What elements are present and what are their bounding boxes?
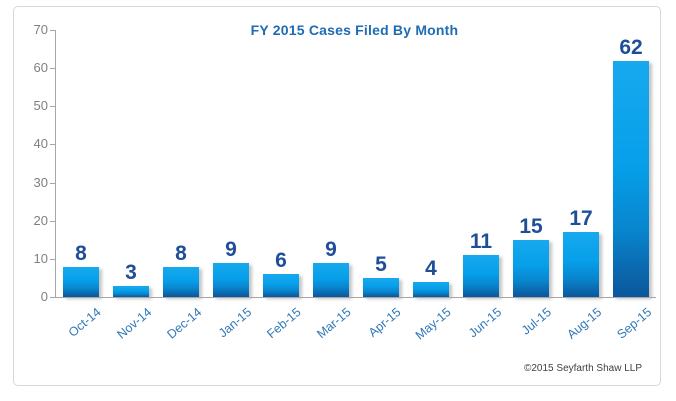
y-tick-mark-60: [50, 68, 55, 70]
y-tick-label-60: 60: [33, 60, 48, 76]
bar-slot-nov-14: 3: [106, 30, 156, 297]
bar-feb-15: [263, 274, 299, 297]
y-tick-mark-20: [50, 220, 55, 222]
y-tick-label-0: 0: [40, 289, 48, 304]
x-label-slot-dec-14: Dec-14: [156, 299, 206, 371]
bar-jun-15: [463, 255, 499, 297]
bar-value-label-jun-15: 11: [469, 230, 493, 254]
y-tick-mark-0: [50, 297, 55, 298]
bar-may-15: [413, 281, 449, 297]
chart-title: FY 2015 Cases Filed By Month: [250, 22, 459, 38]
bar-slot-feb-15: 6: [256, 30, 306, 297]
bar-sep-15: [613, 60, 649, 297]
x-tick-label-apr-15: Apr-15: [366, 305, 404, 340]
x-tick-label-sep-15: Sep-15: [614, 305, 654, 342]
x-label-slot-may-15: May-15: [406, 299, 456, 371]
y-tick-label-20: 20: [33, 212, 48, 228]
y-tick-mark-70: [50, 30, 55, 31]
x-tick-label-jan-15: Jan-15: [215, 305, 254, 341]
x-label-slot-sep-15: Sep-15: [606, 299, 656, 371]
x-label-slot-nov-14: Nov-14: [106, 299, 156, 371]
x-label-slot-jun-15: Jun-15: [456, 299, 506, 371]
y-tick-mark-50: [50, 106, 55, 108]
x-label-slot-feb-15: Feb-15: [256, 299, 306, 371]
y-tick-mark-40: [50, 144, 55, 146]
x-tick-label-mar-15: Mar-15: [314, 305, 354, 342]
y-tick-mark-10: [50, 258, 55, 260]
bar-slot-aug-15: 17: [556, 30, 606, 297]
bar-value-label-dec-14: 8: [175, 241, 187, 265]
bar-value-label-sep-15: 62: [619, 35, 643, 59]
x-label-slot-aug-15: Aug-15: [556, 299, 606, 371]
y-tick-label-40: 40: [33, 136, 48, 152]
copyright-text: ©2015 Seyfarth Shaw LLP: [524, 363, 642, 374]
x-label-slot-oct-14: Oct-14: [56, 299, 106, 371]
x-label-slot-apr-15: Apr-15: [356, 299, 406, 371]
y-axis-line: [55, 30, 56, 297]
x-label-slot-jul-15: Jul-15: [506, 299, 556, 371]
bar-slot-jun-15: 11: [456, 30, 506, 297]
bar-slot-may-15: 4: [406, 30, 456, 297]
y-tick-mark-30: [50, 182, 55, 184]
y-tick-label-70: 70: [33, 22, 48, 37]
bar-slot-sep-15: 62: [606, 30, 656, 297]
bar-slot-dec-14: 8: [156, 30, 206, 297]
bar-slot-mar-15: 9: [306, 30, 356, 297]
x-tick-label-jun-15: Jun-15: [465, 305, 504, 341]
bar-slot-jul-15: 15: [506, 30, 556, 297]
x-tick-label-dec-14: Dec-14: [164, 305, 204, 342]
x-label-slot-jan-15: Jan-15: [206, 299, 256, 371]
bar-dec-14: [163, 266, 199, 297]
bar-value-label-jul-15: 15: [519, 214, 543, 238]
bar-value-label-aug-15: 17: [569, 207, 593, 231]
bar-slot-jan-15: 9: [206, 30, 256, 297]
y-tick-label-10: 10: [33, 250, 48, 266]
bar-value-label-jan-15: 9: [225, 237, 237, 261]
bar-value-label-nov-14: 3: [125, 260, 137, 284]
bar-nov-14: [113, 285, 149, 297]
x-tick-label-jul-15: Jul-15: [518, 305, 554, 338]
x-tick-label-feb-15: Feb-15: [264, 305, 304, 342]
bar-value-label-feb-15: 6: [275, 249, 287, 273]
bar-slot-apr-15: 5: [356, 30, 406, 297]
bar-value-label-may-15: 4: [425, 256, 437, 280]
bar-mar-15: [313, 262, 349, 297]
bar-value-label-oct-14: 8: [75, 241, 87, 265]
bar-jan-15: [213, 262, 249, 297]
x-tick-label-may-15: May-15: [413, 305, 454, 343]
bar-jul-15: [513, 239, 549, 297]
x-axis-labels: Oct-14 Nov-14 Dec-14 Jan-15 Feb-15 Mar-15 Apr-…: [56, 299, 656, 371]
bar-slot-oct-14: 8: [56, 30, 106, 297]
bar-aug-15: [563, 232, 599, 297]
x-tick-label-oct-14: Oct-14: [66, 305, 104, 340]
bar-value-label-apr-15: 5: [375, 252, 387, 276]
bar-value-label-mar-15: 9: [325, 237, 337, 261]
bar-oct-14: [63, 266, 99, 297]
y-tick-label-50: 50: [33, 98, 48, 114]
plot-area: 8 3 8 9 6 9 5 4 11 15 17 62: [56, 30, 656, 297]
x-label-slot-mar-15: Mar-15: [306, 299, 356, 371]
x-tick-label-aug-15: Aug-15: [564, 305, 604, 342]
chart-panel: FY 2015 Cases Filed By Month 0 10 20 30 40 50…: [13, 6, 661, 386]
x-tick-label-nov-14: Nov-14: [114, 305, 154, 342]
y-tick-label-30: 30: [33, 174, 48, 190]
x-axis-line: [55, 297, 656, 298]
bar-apr-15: [363, 277, 399, 297]
